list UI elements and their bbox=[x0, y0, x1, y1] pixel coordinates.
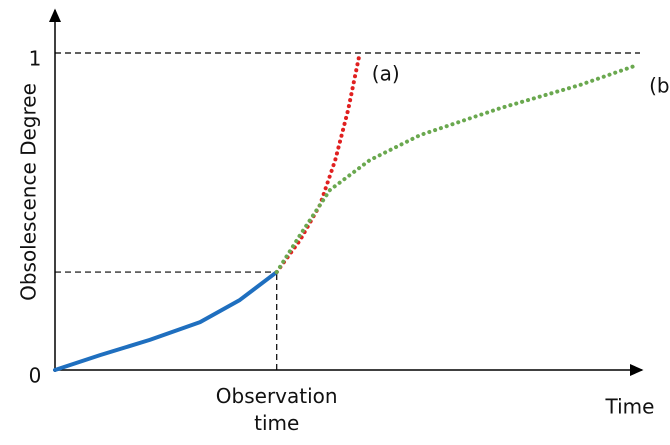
y-tick-label: 0 bbox=[29, 364, 42, 388]
series-line bbox=[53, 270, 279, 372]
series-label: (b) bbox=[649, 74, 670, 98]
x-axis-label: Time bbox=[605, 395, 655, 419]
observation-label: Observation time bbox=[215, 384, 338, 435]
series-line bbox=[274, 51, 362, 275]
series-line bbox=[274, 63, 640, 275]
y-axis-label: Obsolescence Degree bbox=[17, 83, 41, 301]
y-tick-label: 1 bbox=[29, 47, 42, 71]
series-label: (a) bbox=[372, 62, 400, 86]
